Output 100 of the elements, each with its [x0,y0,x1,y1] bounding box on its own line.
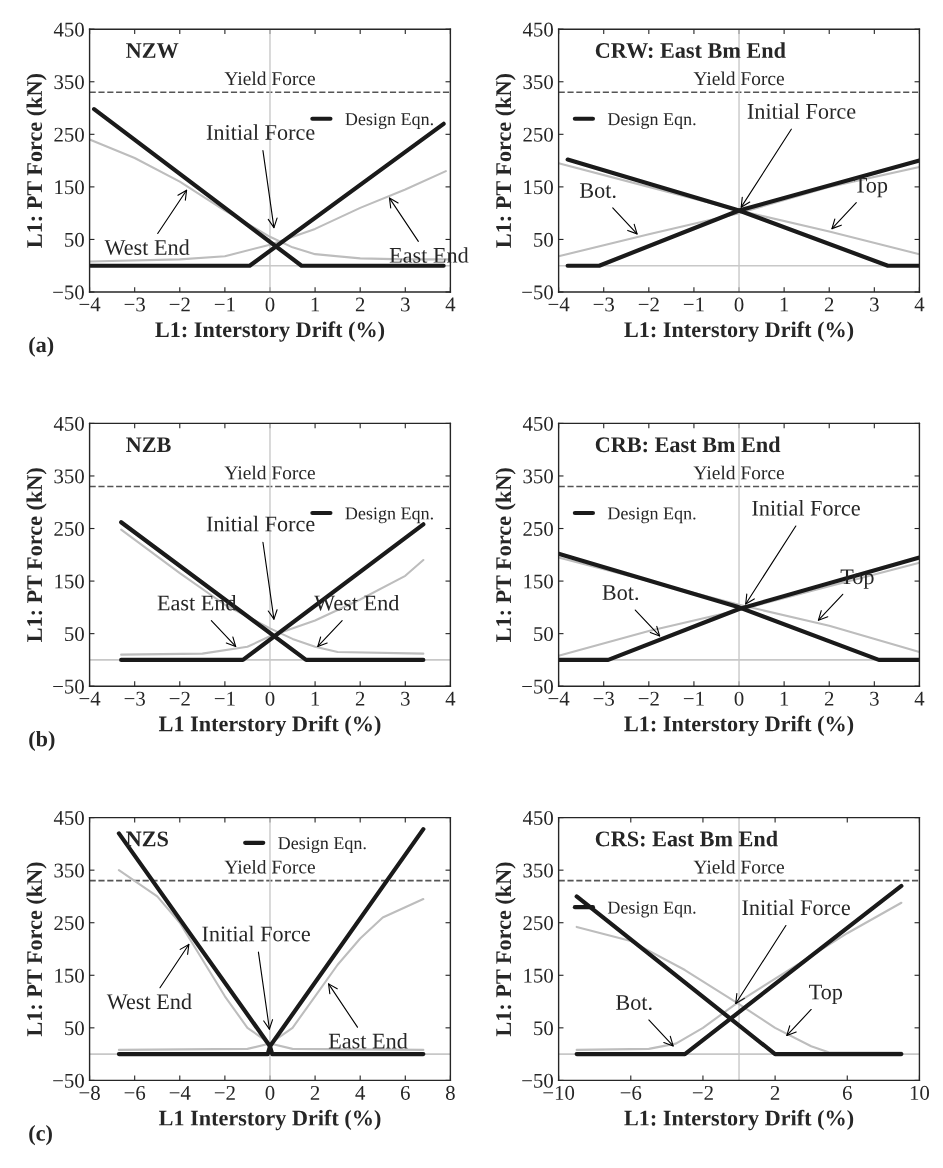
chart-title: CRB: East Bm End [595,436,781,453]
x-tick-label: 2 [355,691,365,706]
y-tick-label: 250 [54,916,84,931]
x-tick-label: −6 [620,1085,642,1100]
x-tick-label: 0 [734,297,744,312]
x-tick-label: 10 [910,1085,930,1100]
y-tick-label: 50 [65,232,84,247]
x-tick-label: −6 [124,1085,146,1100]
ref-line-label: Yield Force [224,465,315,480]
y-tick-label: 50 [534,627,553,642]
x-tick-label: −3 [593,297,614,312]
x-tick-label: −1 [214,297,235,312]
y-axis-title: L1: PT Force (kN) [495,468,516,642]
annotation: Bot. [602,585,639,601]
ref-line-label: Yield Force [693,465,784,480]
x-tick-label: −3 [124,297,145,312]
y-tick-label: 350 [523,469,553,484]
y-tick-label: 450 [53,810,84,826]
x-tick-label: 0 [265,297,275,312]
x-tick-label: −4 [169,1086,191,1100]
y-tick-label: 450 [522,416,553,431]
y-tick-label: 250 [523,127,553,142]
y-tick-label: 150 [524,968,553,983]
x-tick-label: −3 [593,691,614,706]
x-axis-title: L1 Interstory Drift (%) [158,715,381,736]
y-tick-label: 350 [54,469,84,484]
y-tick-label: 150 [524,574,553,589]
y-axis-title: L1: PT Force (kN) [26,74,47,248]
x-tick-label: −2 [638,691,659,706]
x-tick-label: 4 [445,297,456,312]
legend-label: Design Eqn. [607,507,696,524]
y-tick-label: 450 [53,22,84,37]
chart-title: CRS: East Bm End [595,830,778,847]
y-axis-title: L1: PT Force (kN) [26,862,47,1037]
y-axis-title: L1: PT Force (kN) [495,862,516,1037]
y-tick-label: 350 [523,863,553,878]
x-tick-label: −1 [214,691,235,706]
legend-label: Design Eqn. [278,837,366,854]
chart-title: NZW [126,43,179,59]
ref-line-label: Yield Force [693,859,784,874]
x-tick-label: 4 [445,691,456,706]
y-tick-label: 250 [54,521,84,536]
x-tick-label: 2 [355,297,365,312]
annotation: Initial Force [202,925,310,942]
annotation: Initial Force [742,899,850,916]
annotation: East End [328,1032,408,1049]
y-tick-label: 450 [522,810,553,826]
annotation: Initial Force [752,500,860,516]
annotation: Top [809,984,843,1004]
annotation: Initial Force [747,103,856,119]
x-tick-label: −2 [169,297,190,312]
chart-title: NZB [126,437,171,453]
x-axis-title: L1: Interstory Drift (%) [624,715,854,736]
y-tick-label: 450 [53,416,84,431]
x-tick-label: 2 [824,691,834,706]
annotation: Bot. [579,183,616,199]
annotation: Top [854,177,888,198]
ref-line-label: Yield Force [224,859,315,874]
x-tick-label: −1 [683,691,704,706]
legend-label: Design Eqn. [345,507,433,524]
text: (b) [29,730,55,752]
x-tick-label: 3 [401,691,410,706]
x-tick-label: 6 [400,1085,410,1100]
x-tick-label: 3 [870,691,879,706]
x-tick-label: 6 [842,1085,852,1100]
legend-label: Design Eqn. [607,901,696,918]
x-axis-title: L1: Interstory Drift (%) [624,1109,854,1131]
text: (a) [29,336,54,357]
y-tick-label: 50 [65,1021,84,1036]
x-tick-label: 2 [310,1085,320,1100]
y-tick-label: 150 [55,180,84,195]
x-tick-label: −2 [169,691,190,706]
x-tick-label: 2 [770,1085,780,1100]
x-tick-label: 1 [780,297,789,312]
legend-label: Design Eqn. [607,113,696,129]
x-tick-label: 3 [870,297,879,312]
y-tick-label: 350 [523,75,553,90]
x-tick-label: 4 [914,691,925,706]
x-tick-label: −2 [638,297,659,312]
chart-title: CRW: East Bm End [595,42,786,59]
y-tick-label: 250 [523,521,553,536]
y-tick-label: 350 [54,863,84,878]
y-tick-label: 250 [54,127,84,142]
x-axis-title: L1: Interstory Drift (%) [155,321,385,342]
y-tick-label: 350 [54,75,84,90]
x-tick-label: 0 [265,691,275,706]
chart-title: NZS [126,831,168,847]
y-tick-label: 50 [534,1021,553,1036]
x-tick-label: 3 [401,297,410,312]
x-tick-label: 1 [311,297,320,312]
y-axis-title: L1: PT Force (kN) [26,468,47,642]
x-tick-label: 8 [445,1085,455,1100]
y-tick-label: 450 [522,22,553,37]
y-tick-label: 250 [523,916,553,931]
x-tick-label: 1 [311,691,320,706]
x-tick-label: 2 [824,297,834,312]
annotation: Bot. [616,995,652,1011]
x-tick-label: 4 [914,297,925,312]
y-axis-title: L1: PT Force (kN) [495,74,516,248]
x-tick-label: 1 [780,691,789,706]
